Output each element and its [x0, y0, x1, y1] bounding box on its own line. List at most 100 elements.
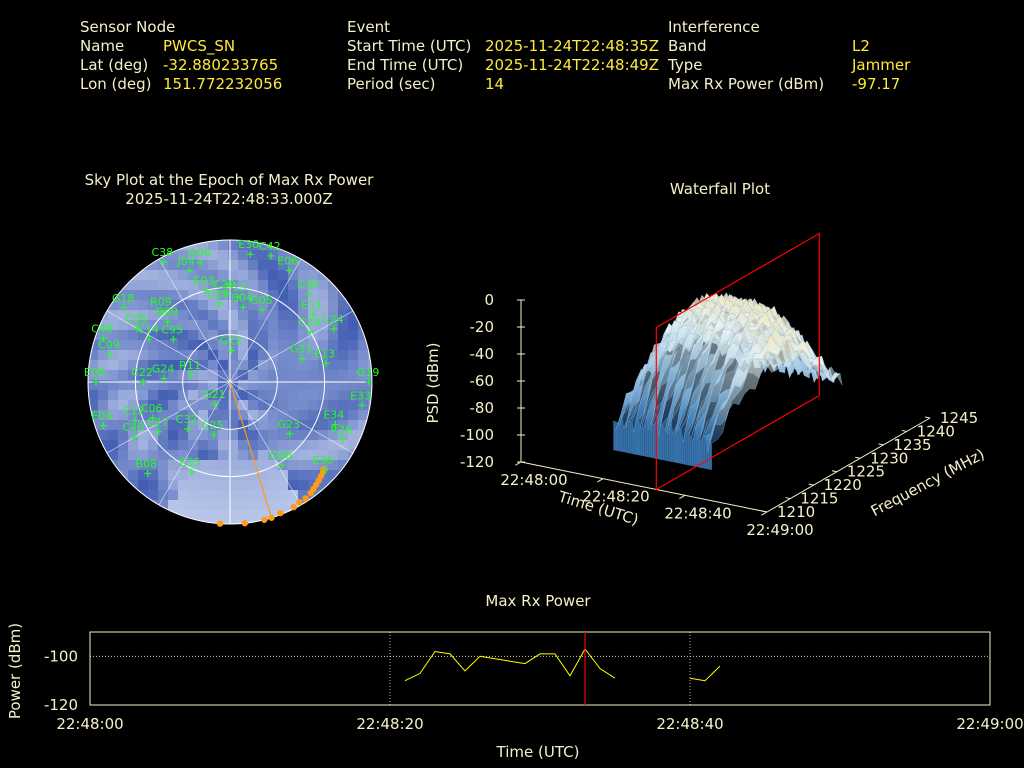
sky-cell — [108, 520, 118, 524]
waterfall-front — [644, 416, 647, 457]
sky-cell — [228, 450, 238, 460]
sky-cell — [288, 450, 298, 460]
sky-cell — [258, 400, 268, 410]
sky-cell — [318, 520, 328, 524]
sky-cell — [368, 300, 372, 310]
waterfall-freq-tick — [901, 429, 907, 432]
sky-cell — [248, 310, 258, 320]
sky-cell — [278, 520, 288, 524]
sky-cell — [148, 430, 158, 440]
sky-cell — [268, 450, 278, 460]
sky-cell — [118, 310, 128, 320]
sky-cell — [138, 440, 148, 450]
sky-cell — [128, 460, 138, 470]
sky-cell — [358, 410, 368, 420]
sky-cell — [198, 490, 208, 500]
sky-cell — [338, 410, 348, 420]
sky-cell — [238, 490, 248, 500]
waterfall-front — [652, 423, 655, 459]
sky-cell — [108, 500, 118, 510]
sky-cell — [198, 430, 208, 440]
sky-cell — [118, 380, 128, 390]
sky-cell — [88, 490, 98, 500]
sky-cell — [198, 470, 208, 480]
sky-cell — [108, 320, 118, 330]
sky-cell — [318, 510, 328, 520]
sky-cell — [118, 460, 128, 470]
waterfall-front — [672, 433, 675, 463]
sky-cell — [228, 260, 238, 270]
sky-cell — [198, 510, 208, 520]
sky-cell — [178, 430, 188, 440]
azimuth-spoke — [106, 310, 231, 383]
satellite-marker — [131, 416, 139, 424]
sky-cell — [88, 280, 98, 290]
sky-cell — [208, 250, 218, 260]
sky-cell — [308, 320, 318, 330]
sky-cell — [118, 440, 128, 450]
sky-cell — [188, 380, 198, 390]
sky-cell — [138, 260, 148, 270]
sky-cell — [98, 460, 108, 470]
sky-cell — [268, 380, 278, 390]
sky-cell — [228, 340, 238, 350]
sky-cell — [178, 470, 188, 480]
sky-cell — [268, 490, 278, 500]
sky-cell — [238, 340, 248, 350]
sky-cell — [248, 240, 258, 250]
satellite-marker — [184, 425, 192, 433]
sky-cell — [338, 250, 348, 260]
sky-cell — [188, 410, 198, 420]
sky-cell — [158, 460, 168, 470]
satellite-marker — [99, 334, 107, 342]
sky-cell — [128, 430, 138, 440]
sky-cell — [148, 380, 158, 390]
waterfall-epoch-marker — [655, 232, 820, 491]
sky-cell — [278, 490, 288, 500]
sky-cell — [298, 380, 308, 390]
sky-cell — [288, 310, 298, 320]
satellite-marker — [285, 267, 293, 275]
sky-cell — [128, 260, 138, 270]
sky-cell — [128, 400, 138, 410]
satellite-marker — [365, 378, 373, 386]
satellite-label: E03 — [193, 275, 214, 288]
waterfall-front — [640, 426, 643, 456]
sky-cell — [138, 510, 148, 520]
waterfall-front — [670, 420, 673, 463]
sky-cell — [98, 520, 108, 524]
satellite-marker — [145, 335, 153, 343]
sky-cell — [188, 490, 198, 500]
sky-cell — [348, 430, 358, 440]
waterfall-freq-tick-label: 1225 — [847, 463, 885, 481]
sky-cell — [98, 410, 108, 420]
sky-cell — [358, 310, 368, 320]
sky-cell — [98, 260, 108, 270]
waterfall-front — [623, 427, 626, 453]
satellite-label: C30 — [297, 278, 319, 291]
sky-cell — [118, 340, 128, 350]
waterfall-title: Waterfall Plot — [670, 180, 770, 198]
sky-cell — [328, 330, 338, 340]
sky-cell — [288, 440, 298, 450]
satellite-marker — [155, 428, 163, 436]
sky-cell — [158, 390, 168, 400]
sky-cell — [148, 420, 158, 430]
event-start-value: 2025-11-24T22:48:35Z — [485, 37, 659, 55]
sky-cell — [118, 270, 128, 280]
sky-cell — [168, 290, 178, 300]
satellite-label: E11 — [301, 298, 322, 311]
waterfall-z-tick-label: -40 — [470, 345, 495, 363]
sky-cell — [198, 500, 208, 510]
sky-cell — [208, 440, 218, 450]
sky-cell — [268, 400, 278, 410]
sky-cell — [328, 310, 338, 320]
sky-cell — [368, 440, 372, 450]
sky-cell — [258, 380, 268, 390]
sky-cell — [258, 240, 268, 250]
sky-cell — [158, 380, 168, 390]
sky-cell — [268, 330, 278, 340]
sky-cell — [258, 350, 268, 360]
sky-cell — [208, 450, 218, 460]
waterfall-freq-tick-label: 1215 — [800, 490, 838, 508]
